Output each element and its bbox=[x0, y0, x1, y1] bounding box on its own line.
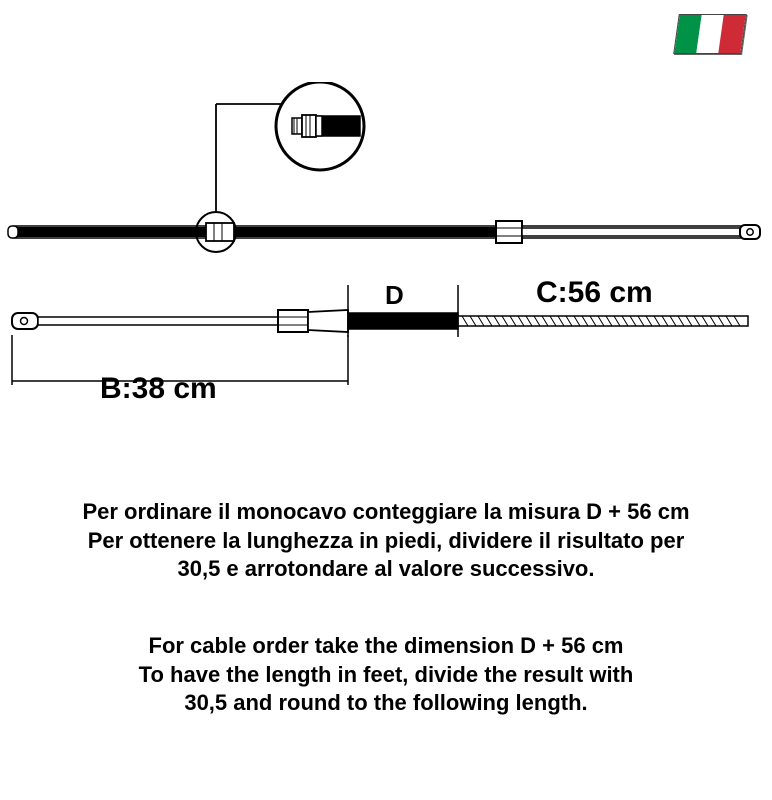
text-en-line1: For cable order take the dimension D + 5… bbox=[149, 633, 624, 658]
text-en-line3: 30,5 and round to the following length. bbox=[184, 690, 587, 715]
cable-diagram bbox=[0, 82, 772, 422]
text-it-line1: Per ordinare il monocavo conteggiare la … bbox=[82, 499, 689, 524]
instructions-english: For cable order take the dimension D + 5… bbox=[40, 632, 732, 718]
instructions-italian: Per ordinare il monocavo conteggiare la … bbox=[40, 498, 732, 584]
text-it-line3: 30,5 e arrotondare al valore successivo. bbox=[177, 556, 594, 581]
label-dimension-c: C:56 cm bbox=[536, 276, 772, 310]
label-dimension-b: B:38 cm bbox=[100, 372, 772, 406]
flag-stripe-red bbox=[718, 15, 745, 53]
page: D C:56 cm B:38 cm Per ordinare il monoca… bbox=[0, 0, 772, 800]
text-it-line2: Per ottenere la lunghezza in piedi, divi… bbox=[88, 528, 685, 553]
text-en-line2: To have the length in feet, divide the r… bbox=[139, 662, 634, 687]
italy-flag bbox=[673, 14, 747, 54]
